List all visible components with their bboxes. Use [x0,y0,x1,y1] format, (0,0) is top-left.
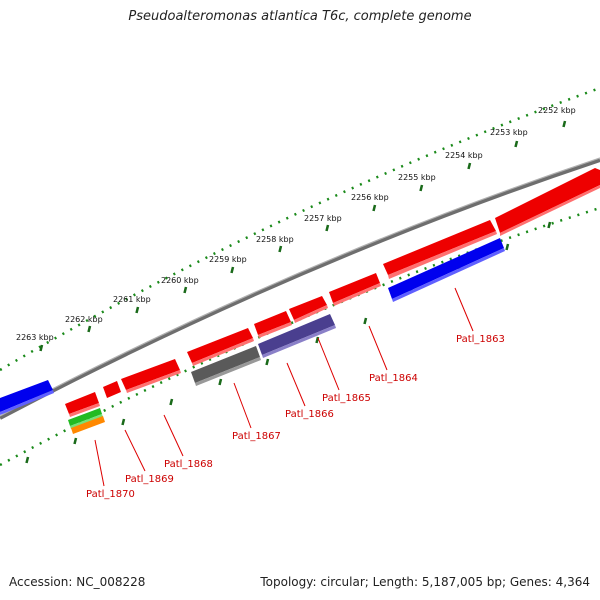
major-tick [325,224,330,232]
reverse-features [0,238,505,434]
gene-label: Patl_1865 [322,393,371,404]
feature-forward [383,220,496,275]
gene-label: Patl_1863 [456,334,505,345]
kbp-label: 2262 kbp [65,315,103,324]
feature-forward [65,392,99,414]
leader-line [454,287,474,332]
major-tick [562,120,567,128]
kbp-label: 2260 kbp [161,276,199,285]
feature-reverse-blue [392,248,505,302]
gene-label: Patl_1870 [86,489,135,500]
major-tick [218,378,223,386]
major-tick [467,162,472,170]
feature-forward [121,359,180,390]
major-tick [73,437,78,445]
forward-features [65,168,600,417]
accession-text: Accession: NC_008228 [9,575,146,589]
major-tick [25,456,30,464]
feature-forward [126,370,181,393]
major-tick [230,266,235,274]
feature-reverse-blue [0,380,53,412]
gene-labels: Patl_1863 Patl_1864 Patl_1865 Patl_1866 Patl… [86,334,505,500]
kbp-label: 2252 kbp [538,106,576,115]
feature-reverse-purple [262,325,336,358]
major-tick [547,221,552,229]
feature-forward [192,338,254,366]
kbp-label: 2254 kbp [445,151,483,160]
leader-line [94,439,105,487]
feature-reverse-gray [191,346,260,383]
major-tick [372,204,377,212]
feature-forward [103,381,121,398]
major-tick [514,140,519,148]
kbp-label: 2257 kbp [304,214,342,223]
major-tick [135,306,140,314]
kbp-label: 2256 kbp [351,193,389,202]
major-tick [169,398,174,406]
feature-forward [187,328,253,363]
kbp-label: 2263 kbp [16,333,54,342]
feature-forward [333,283,381,306]
gene-label: Patl_1867 [232,431,281,442]
leader-line [317,337,340,391]
kbp-label: 2261 kbp [113,295,151,304]
major-tick [265,358,270,366]
feature-forward [289,296,327,320]
major-tick [419,184,424,192]
feature-green [68,408,102,426]
feature-forward [254,311,291,335]
gene-label: Patl_1868 [164,459,213,470]
genome-backbone [0,158,600,420]
kbp-labels: 2252 kbp 2253 kbp 2254 kbp 2255 kbp 2256 kbp… [16,106,576,342]
kbp-label: 2259 kbp [209,255,247,264]
outer-tick-ring [0,86,600,372]
feature-green [70,414,103,429]
feature-reverse-purple [258,314,335,355]
leader-line [286,362,306,407]
major-tick [315,336,320,344]
leader-line [124,429,146,472]
feature-forward [294,305,328,323]
feature-reverse-gray [195,357,261,386]
gene-label: Patl_1866 [285,409,334,420]
feature-forward [329,273,380,303]
major-tick [278,245,283,253]
kbp-label: 2253 kbp [490,128,528,137]
gene-label: Patl_1864 [369,373,418,384]
feature-forward [69,403,100,417]
feature-forward [495,168,600,233]
major-tick [121,418,126,426]
major-tick [87,325,92,333]
feature-orange [71,416,105,434]
major-tick [183,286,188,294]
major-tick [363,317,368,325]
leader-lines [94,287,474,487]
feature-forward [388,231,497,279]
genome-backbone-highlight [0,157,600,417]
leader-line [163,414,184,457]
genome-summary-text: Topology: circular; Length: 5,187,005 bp… [260,575,590,589]
leader-line [368,325,388,371]
gene-label: Patl_1869 [125,474,174,485]
kbp-label: 2258 kbp [256,235,294,244]
feature-reverse-blue [0,390,54,415]
kbp-label: 2255 kbp [398,173,436,182]
map-title: Pseudoalteromonas atlantica T6c, complet… [128,9,472,24]
leader-line [233,382,252,429]
feature-forward [258,322,292,338]
feature-reverse-blue [388,238,504,299]
major-tick [505,243,510,251]
major-tick [39,344,44,352]
feature-forward [500,185,600,236]
